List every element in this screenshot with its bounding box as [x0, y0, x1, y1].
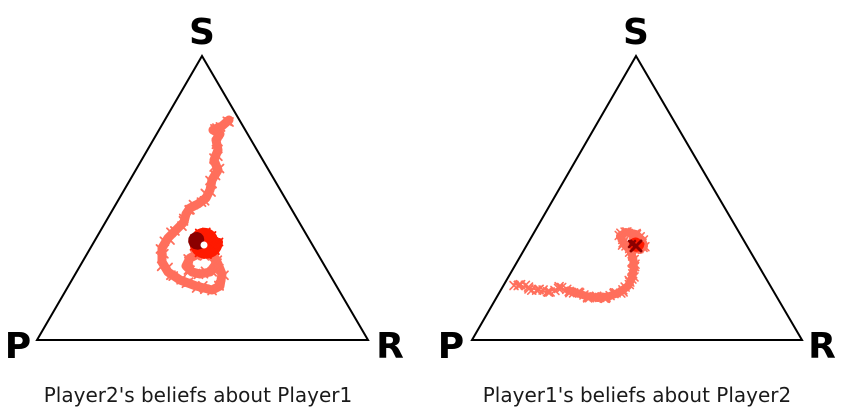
trajectory-marker-left: [196, 197, 207, 208]
trajectory-end-marker-left: [194, 248, 204, 258]
trajectory-marker-right: [622, 228, 632, 239]
simplex-triangle-right: [470, 54, 804, 341]
trajectory-marker-left: [157, 253, 167, 263]
trajectory-marker-left: [207, 285, 217, 296]
trajectory-marker-right: [524, 284, 534, 294]
vertex-label-r-right: R: [808, 326, 836, 367]
trajectory-marker-right: [618, 287, 628, 297]
panel-right: S P R Player1's beliefs about Player2: [438, 12, 836, 407]
trajectory-marker-left: [214, 163, 225, 174]
trajectory-marker-left: [163, 262, 173, 273]
trajectory-marker-left: [207, 178, 218, 189]
trajectory-marker-left: [209, 153, 219, 164]
trajectory-marker-right: [591, 291, 602, 302]
simplex-triangle-left: [35, 54, 370, 341]
vertex-label-s-right: S: [623, 12, 649, 53]
trajectory-center-left: [200, 241, 208, 249]
trajectory-marker-left: [166, 270, 176, 281]
trajectory-marker-left: [210, 123, 220, 134]
trajectory-marker-left: [213, 280, 224, 291]
trajectory-marker-left: [178, 215, 189, 226]
trajectory-end-dark-left: [188, 232, 205, 250]
vertex-label-s-left: S: [189, 12, 215, 53]
trajectory-marker-right: [556, 282, 567, 293]
trajectory-marker-left: [183, 277, 194, 288]
trajectory-marker-right: [553, 283, 564, 294]
vertex-label-p-right: P: [438, 326, 464, 367]
vertex-label-r-left: R: [376, 326, 404, 367]
trajectory-marker-left: [185, 265, 195, 276]
trajectory-marker-left: [183, 254, 194, 264]
trajectory-marker-left: [200, 188, 211, 199]
trajectory-marker-left: [207, 266, 218, 277]
trajectory-marker-right: [565, 287, 575, 298]
trajectory-marker-left: [211, 259, 221, 269]
caption-left: Player2's beliefs about Player1: [44, 383, 353, 407]
trajectory-marker-left: [159, 236, 170, 247]
trajectory-marker-left: [178, 213, 189, 224]
belief-trajectory-right: [509, 227, 650, 304]
vertex-label-p-left: P: [5, 326, 31, 367]
trajectory-end-dark-right: [627, 239, 637, 249]
trajectory-marker-left: [219, 270, 229, 281]
trajectory-marker-left: [184, 256, 194, 267]
panel-left: S P R Player2's beliefs about Player1: [5, 12, 404, 407]
trajectory-marker-left: [209, 162, 220, 172]
trajectory-marker-left: [212, 129, 223, 139]
trajectory-marker-right: [554, 281, 564, 292]
trajectory-marker-left: [166, 227, 176, 238]
trajectory-marker-left: [183, 265, 194, 275]
caption-right: Player1's beliefs about Player2: [483, 383, 792, 407]
belief-trajectory-left: [155, 115, 234, 296]
trajectory-marker-left: [155, 244, 166, 254]
trajectory-marker-left: [184, 205, 195, 215]
trajectory-marker-left: [177, 221, 187, 232]
trajectory-marker-left: [168, 271, 179, 281]
trajectory-marker-right: [624, 275, 634, 286]
trajectory-marker-left: [176, 274, 187, 285]
